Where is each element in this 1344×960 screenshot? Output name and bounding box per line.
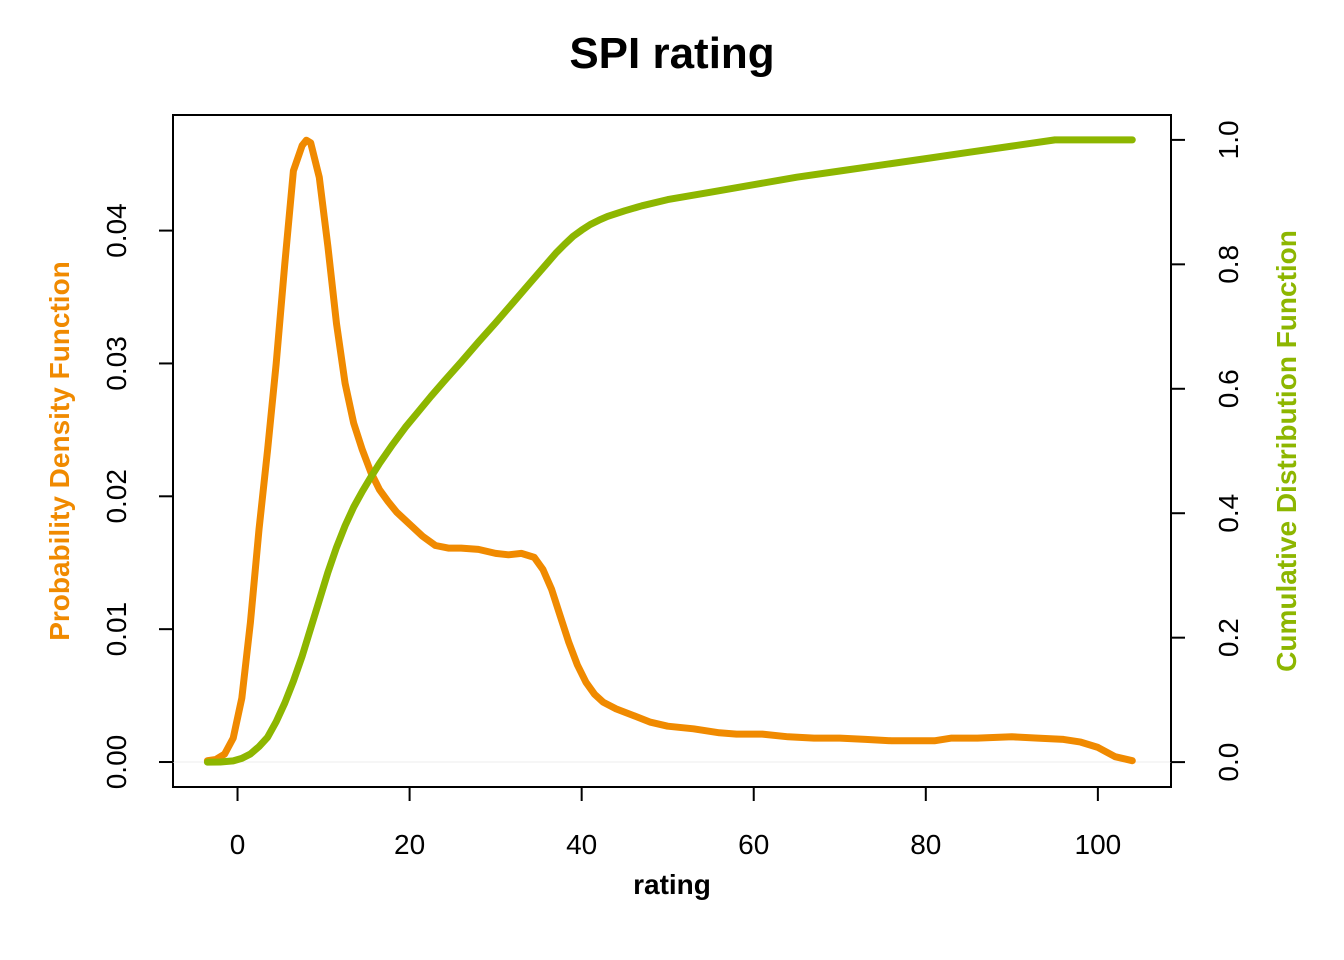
cdf-series-line [203,136,1136,766]
y-left-axis: 0.00 0.01 0.02 0.03 0.04 [101,203,174,790]
chart-title: SPI rating [569,29,774,78]
y-right-tick-label: 1.0 [1213,120,1244,159]
y-right-tick-label: 0.4 [1213,494,1244,533]
x-tick-label: 60 [738,829,769,860]
pdf-series-line [203,136,1136,765]
y-left-tick-label: 0.04 [101,203,132,258]
y-left-tick-label: 0.03 [101,336,132,391]
y-left-tick-label: 0.02 [101,469,132,524]
y-right-tick-label: 0.8 [1213,245,1244,284]
x-tick-label: 20 [394,829,425,860]
x-tick-label: 0 [230,829,246,860]
x-tick-label: 100 [1075,829,1122,860]
y-left-axis-label: Probability Density Function [44,261,75,641]
y-left-tick-label: 0.00 [101,735,132,790]
x-tick-label: 80 [910,829,941,860]
y-right-tick-label: 0.0 [1213,743,1244,782]
y-right-tick-label: 0.6 [1213,369,1244,408]
y-left-tick-label: 0.01 [101,602,132,657]
y-right-axis: 0.0 0.2 0.4 0.6 0.8 1.0 [1170,120,1244,782]
x-axis: 0 20 40 60 80 100 [230,786,1122,860]
y-right-axis-label: Cumulative Distribution Function [1271,230,1302,672]
x-axis-label: rating [633,869,711,900]
y-right-tick-label: 0.2 [1213,618,1244,657]
x-tick-label: 40 [566,829,597,860]
